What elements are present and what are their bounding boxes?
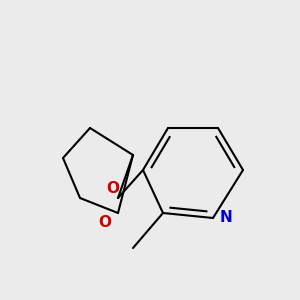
Text: N: N — [220, 211, 232, 226]
Text: O: O — [106, 181, 119, 196]
Text: O: O — [98, 215, 111, 230]
